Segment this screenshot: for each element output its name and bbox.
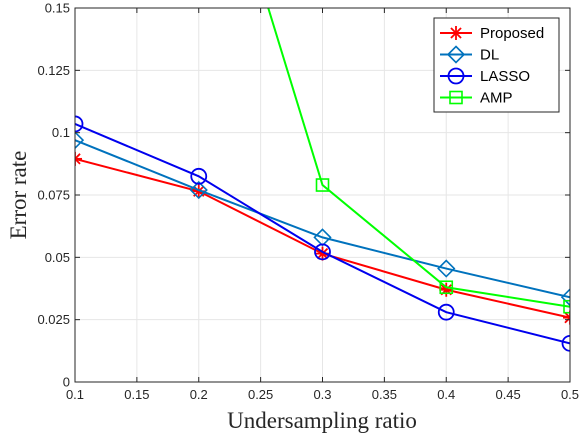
x-axis-label: Undersampling ratio (227, 408, 417, 433)
x-tick-label: 0.45 (495, 387, 520, 402)
legend-label: LASSO (480, 68, 530, 85)
data-point (437, 259, 456, 278)
data-point (315, 178, 330, 192)
x-tick-label: 0.15 (124, 387, 149, 402)
x-tick-label: 0.35 (372, 387, 397, 402)
series-line (267, 8, 570, 308)
x-tick-label: 0.4 (437, 387, 455, 402)
legend-item: DL (440, 45, 499, 64)
data-point (560, 288, 570, 307)
y-tick-label: 0.05 (45, 250, 70, 265)
axis-ticks: 0.1 0.15 0.2 0.25 0.3 0.35 0.4 0.45 0.5 0 0.025 0.0… (37, 1, 579, 403)
y-tick-label: 0.1 (52, 125, 70, 140)
y-tick-label: 0.125 (37, 63, 70, 78)
legend-marker (446, 45, 466, 64)
legend-item: LASSO (440, 67, 530, 85)
y-tick-label: 0.025 (37, 312, 70, 327)
x-tick-label: 0.1 (66, 387, 84, 402)
legend-item: Proposed (440, 25, 544, 42)
legend-marker (449, 90, 463, 105)
y-tick-label: 0.15 (45, 1, 70, 16)
y-axis-label: Error rate (6, 151, 31, 240)
data-point (563, 310, 570, 325)
x-tick-label: 0.3 (313, 387, 331, 402)
data-point (563, 299, 570, 314)
y-tick-label: 0 (63, 375, 70, 390)
data-point (439, 282, 454, 297)
x-tick-label: 0.2 (190, 387, 208, 402)
data-point (437, 303, 455, 321)
series-lasso (75, 115, 570, 352)
x-tick-label: 0.5 (561, 387, 579, 402)
legend-item: AMP (440, 90, 513, 107)
y-tick-label: 0.075 (37, 188, 70, 203)
legend-label: DL (480, 47, 499, 64)
x-tick-label: 0.25 (248, 387, 273, 402)
legend-label: AMP (480, 90, 513, 107)
series-line (75, 123, 570, 345)
data-point (75, 115, 84, 133)
series-layer (75, 8, 570, 352)
data-point (75, 131, 85, 150)
data-point (190, 167, 208, 185)
data-point (313, 228, 332, 247)
legend-marker (449, 26, 463, 40)
legend-label: Proposed (480, 25, 544, 42)
data-point (314, 243, 331, 261)
series-amp (267, 8, 570, 314)
series-line (75, 139, 570, 299)
legend: Proposed DL LASSO AMP (433, 17, 560, 113)
data-point (189, 180, 208, 200)
series-dl (75, 131, 570, 307)
data-point (75, 151, 82, 166)
data-point (439, 280, 454, 295)
data-point (561, 334, 570, 352)
legend-marker (447, 67, 465, 85)
